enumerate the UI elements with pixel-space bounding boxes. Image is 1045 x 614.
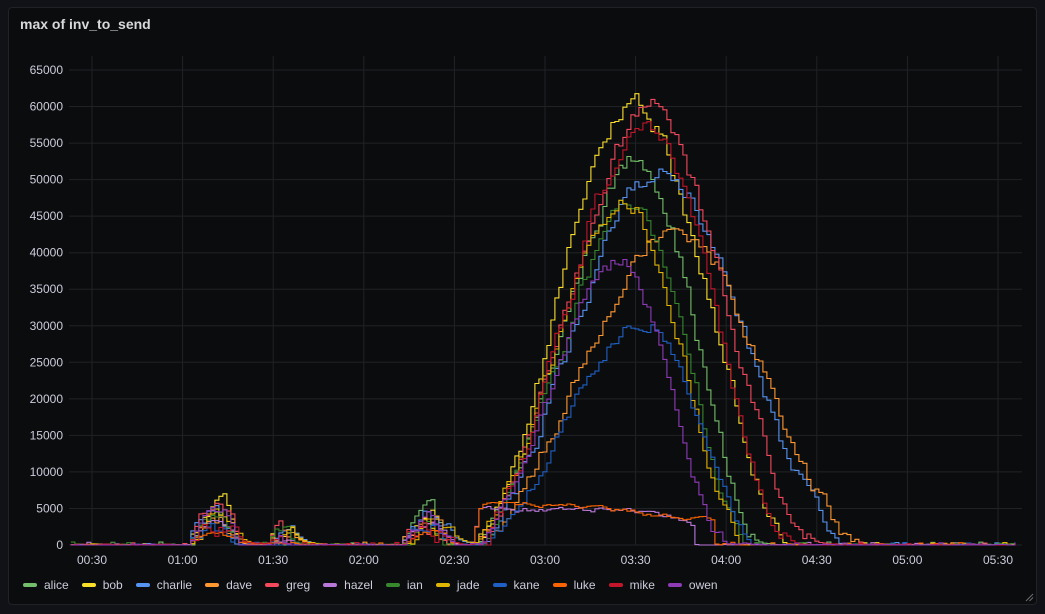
legend-item-bob[interactable]: bob: [81, 578, 123, 592]
legend-item-kane[interactable]: kane: [492, 578, 540, 592]
series-line-hazel[interactable]: [70, 505, 1015, 546]
x-tick-label: 02:00: [349, 553, 379, 567]
legend-swatch: [552, 583, 567, 587]
legend-item-owen[interactable]: owen: [667, 578, 718, 592]
legend-item-hazel[interactable]: hazel: [323, 578, 373, 592]
legend-label: ian: [406, 578, 423, 592]
legend-item-mike[interactable]: mike: [608, 578, 655, 592]
legend-swatch: [435, 583, 450, 587]
legend-swatch: [667, 583, 682, 587]
legend-label: dave: [226, 578, 253, 592]
series-lines: [70, 93, 1016, 546]
legend-swatch: [608, 583, 623, 587]
series-line-alice[interactable]: [70, 155, 1015, 546]
legend-item-ian[interactable]: ian: [385, 578, 423, 592]
x-tick-label: 01:00: [168, 553, 198, 567]
x-tick-label: 04:00: [711, 553, 741, 567]
x-axis-labels: 00:30 01:00 01:30 02:00 02:30 03:00 03:30 04:00…: [77, 553, 1013, 567]
resize-handle-icon[interactable]: [1024, 592, 1034, 602]
y-tick-label: 25000: [30, 355, 64, 369]
x-tick-label: 05:30: [983, 553, 1013, 567]
y-tick-label: 15000: [30, 428, 64, 442]
legend-swatch: [492, 583, 507, 587]
panel-title[interactable]: max of inv_to_send: [20, 16, 151, 32]
legend-swatch: [205, 583, 220, 587]
legend-item-charlie[interactable]: charlie: [135, 578, 193, 592]
series-line-mike[interactable]: [70, 121, 1016, 546]
y-tick-label: 30000: [30, 319, 64, 333]
y-tick-label: 65000: [30, 63, 64, 77]
x-tick-label: 01:30: [258, 553, 288, 567]
legend-swatch: [81, 583, 96, 587]
legend-item-luke[interactable]: luke: [552, 578, 596, 592]
x-tick-label: 02:30: [439, 553, 469, 567]
x-tick-label: 00:30: [77, 553, 107, 567]
series-line-owen[interactable]: [70, 258, 1016, 546]
chart-grid: [69, 56, 1022, 546]
series-line-greg[interactable]: [70, 98, 1016, 546]
legend-label: charlie: [156, 578, 193, 592]
series-line-bob[interactable]: [70, 93, 1015, 546]
legend-label: mike: [629, 578, 655, 592]
legend-label: hazel: [344, 578, 373, 592]
legend-swatch: [23, 583, 37, 587]
legend-item-jade[interactable]: jade: [435, 578, 480, 592]
y-tick-label: 10000: [30, 465, 64, 479]
legend-item-greg[interactable]: greg: [265, 578, 310, 592]
y-tick-label: 50000: [30, 173, 64, 187]
legend-label: owen: [688, 578, 718, 592]
legend-label: bob: [102, 578, 123, 592]
y-tick-label: 60000: [30, 100, 64, 114]
legend-label: luke: [573, 578, 596, 592]
x-tick-label: 03:00: [530, 553, 560, 567]
legend-swatch: [135, 583, 150, 587]
x-tick-label: 03:30: [621, 553, 651, 567]
line-chart: 0 5000 10000 15000 20000 25000 30000 35000 40000…: [30, 56, 1022, 567]
y-tick-label: 5000: [36, 501, 63, 515]
y-tick-label: 0: [56, 538, 63, 552]
y-tick-label: 40000: [30, 246, 64, 260]
legend-label: alice: [44, 578, 69, 592]
x-tick-label: 05:00: [892, 553, 922, 567]
x-tick-label: 04:30: [802, 553, 832, 567]
series-line-charlie[interactable]: [70, 168, 1016, 546]
chart-legend: alice bob charlie dave greg hazel ian jade kane l…: [23, 576, 731, 594]
legend-label: greg: [286, 578, 311, 592]
legend-item-alice[interactable]: alice: [23, 578, 69, 592]
legend-item-dave[interactable]: dave: [205, 578, 252, 592]
legend-swatch: [323, 583, 338, 587]
chart-panel: max of inv_to_send 0 5000 10000 15000 20000 2…: [8, 7, 1037, 605]
y-tick-label: 45000: [30, 209, 64, 223]
y-tick-label: 55000: [30, 136, 64, 150]
legend-label: jade: [456, 578, 480, 592]
y-tick-label: 20000: [30, 392, 64, 406]
legend-swatch: [385, 583, 400, 587]
y-tick-label: 35000: [30, 282, 64, 296]
legend-label: kane: [513, 578, 540, 592]
y-axis-labels: 0 5000 10000 15000 20000 25000 30000 35000 40000…: [30, 63, 64, 552]
legend-swatch: [265, 583, 280, 587]
